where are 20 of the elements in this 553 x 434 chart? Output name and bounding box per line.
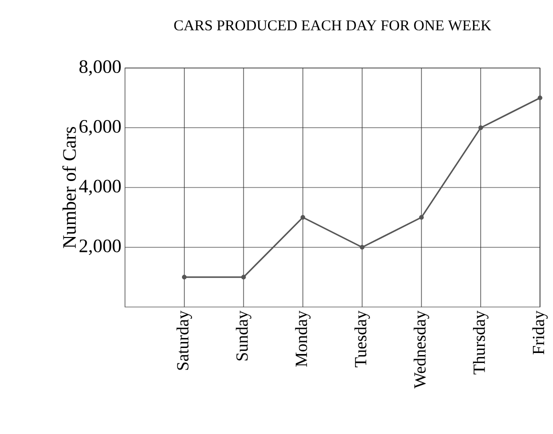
point — [478, 125, 484, 130]
x-tick-label: Wednesday — [414, 310, 430, 388]
x-tick-label: Saturday — [176, 310, 192, 370]
y-tick-label: 6,000 — [80, 120, 121, 136]
y-tick-label: 8,000 — [79, 60, 121, 76]
x-tick-label: Thursday — [472, 310, 488, 374]
x-tick-label: Tuesday — [354, 310, 370, 368]
x-tick-label: Friday — [532, 310, 548, 354]
y-axis-title: Number of Cars — [62, 126, 76, 248]
point — [419, 215, 424, 220]
y-tick-label: 2,000 — [80, 239, 121, 256]
x-tick-label: Monday — [295, 310, 311, 367]
point — [182, 274, 187, 280]
point — [300, 215, 306, 220]
y-tick-label: 4,000 — [79, 180, 121, 196]
chart-title: CARS PRODUCED EACH DAY FOR ONE WEEK — [174, 20, 492, 31]
point — [241, 274, 246, 280]
point — [360, 244, 364, 250]
point — [538, 96, 542, 100]
x-tick-label: Sunday — [236, 310, 252, 360]
